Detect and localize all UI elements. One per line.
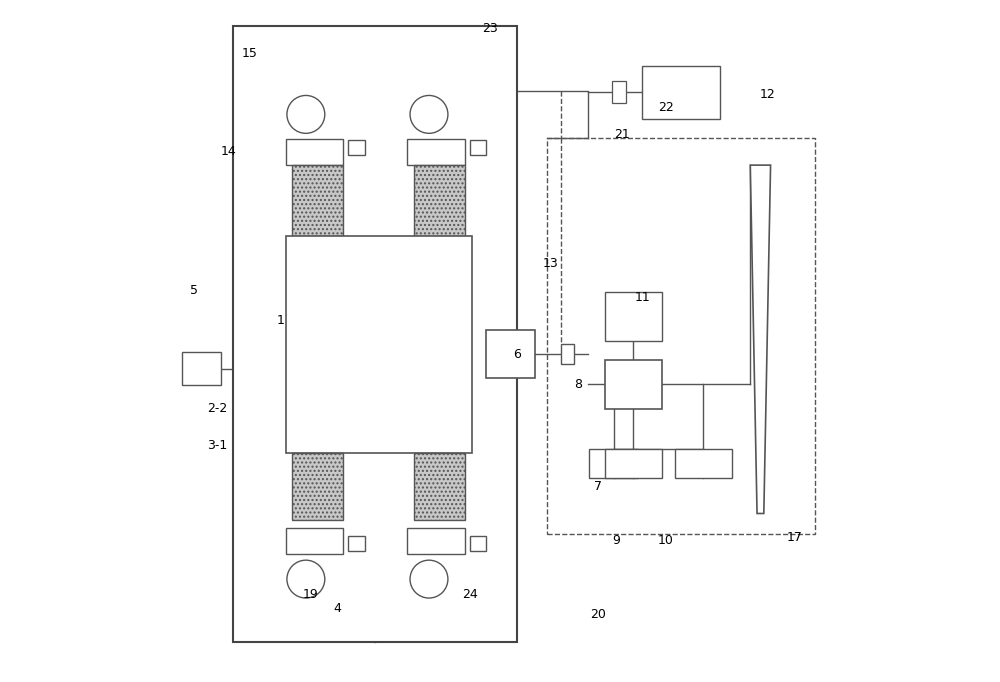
Text: 5: 5	[190, 284, 198, 297]
Bar	[414, 165, 465, 236]
Circle shape	[410, 560, 448, 598]
Text: 3-1: 3-1	[207, 439, 227, 452]
Bar	[612, 81, 626, 103]
Bar	[470, 536, 486, 550]
Bar	[486, 329, 535, 379]
Bar	[589, 449, 638, 477]
Text: 2-2: 2-2	[207, 402, 227, 415]
Polygon shape	[750, 165, 771, 514]
Text: 14: 14	[220, 145, 236, 158]
Bar	[470, 140, 486, 155]
Text: 13: 13	[543, 256, 559, 269]
Bar	[414, 453, 465, 520]
Text: 22: 22	[658, 101, 674, 114]
Text: 10: 10	[658, 534, 674, 547]
Text: 17: 17	[786, 531, 802, 544]
Bar	[605, 293, 662, 341]
Text: 20: 20	[590, 608, 606, 621]
Bar	[292, 165, 343, 236]
Text: 7: 7	[594, 480, 602, 493]
Bar	[246, 70, 503, 608]
Bar	[675, 449, 732, 477]
Text: 24: 24	[462, 588, 477, 601]
Bar	[407, 529, 465, 554]
Bar	[642, 66, 720, 119]
Bar	[286, 139, 343, 165]
Text: 15: 15	[242, 47, 258, 60]
Bar	[561, 344, 574, 364]
Bar	[348, 536, 365, 550]
Text: 1: 1	[276, 314, 284, 327]
Text: 12: 12	[759, 87, 775, 101]
Bar	[348, 140, 365, 155]
Text: 8: 8	[574, 379, 582, 391]
Circle shape	[287, 560, 325, 598]
Text: 4: 4	[334, 602, 342, 614]
Bar	[286, 236, 472, 453]
Text: 23: 23	[482, 22, 498, 35]
Text: 21: 21	[614, 128, 630, 141]
Text: 19: 19	[303, 588, 318, 601]
Text: 9: 9	[612, 534, 620, 547]
Bar	[407, 139, 465, 165]
Bar	[605, 449, 662, 477]
Bar	[255, 91, 495, 588]
Bar	[605, 360, 662, 409]
Bar	[286, 529, 343, 554]
Circle shape	[287, 95, 325, 134]
Bar	[233, 27, 517, 642]
Bar	[547, 138, 815, 534]
Text: 11: 11	[634, 291, 650, 303]
Circle shape	[410, 95, 448, 134]
Text: 6: 6	[513, 348, 521, 361]
Bar	[292, 453, 343, 520]
Bar	[182, 353, 221, 385]
